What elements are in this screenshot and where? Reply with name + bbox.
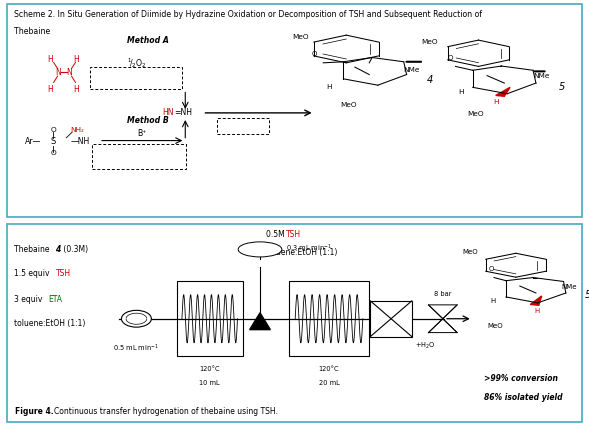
Text: −N₂: −N₂ [235,121,250,131]
Text: Ar—: Ar— [25,137,42,146]
Text: H: H [326,84,332,90]
Text: Method A: Method A [127,36,169,45]
Text: (0.3M): (0.3M) [61,245,88,254]
Text: NMe: NMe [562,284,577,290]
Text: MeO: MeO [340,102,357,109]
Text: H: H [47,85,53,94]
Text: 0.3 mL min$^{-1}$: 0.3 mL min$^{-1}$ [286,243,332,254]
Text: $^{1}\!/_{\!2}$O$_2$: $^{1}\!/_{\!2}$O$_2$ [127,56,146,70]
Polygon shape [530,296,542,305]
Text: O: O [489,266,494,272]
Text: Scheme 2. In Situ Generation of Diimide by Hydrazine Oxidation or Decomposition : Scheme 2. In Situ Generation of Diimide … [14,10,482,19]
Text: MeO: MeO [463,249,478,255]
Text: −ArSO₂⁻: −ArSO₂⁻ [123,156,156,165]
Text: TSH: TSH [286,230,301,239]
Text: toluene:EtOH (1:1): toluene:EtOH (1:1) [266,248,337,257]
Text: +H$_2$O: +H$_2$O [415,340,435,351]
Text: 3 equiv: 3 equiv [14,295,45,304]
Text: O: O [50,150,56,156]
Bar [289,281,369,357]
Text: MeO: MeO [422,38,438,45]
Text: S: S [51,137,56,146]
Text: 20 mL: 20 mL [319,380,339,386]
Text: 120°C: 120°C [319,366,339,372]
Text: 8 bar: 8 bar [434,291,452,297]
Bar [177,281,243,357]
Text: 5: 5 [559,82,565,92]
Text: N: N [67,68,72,77]
Text: Thebaine: Thebaine [14,26,50,36]
Bar [217,118,269,134]
Text: 120°C: 120°C [200,366,220,372]
Text: TSH: TSH [56,269,71,278]
Text: ETA: ETA [48,295,62,304]
Text: H: H [73,85,79,94]
Polygon shape [250,313,270,330]
Text: O: O [312,51,317,58]
Text: Method B: Method B [127,116,169,125]
Text: HN: HN [163,108,174,118]
Text: 1.5 equiv: 1.5 equiv [14,269,52,278]
Text: MeO: MeO [487,322,502,329]
Polygon shape [496,87,510,96]
Text: H: H [534,308,540,314]
Text: MeO: MeO [467,111,484,117]
Text: −BH: −BH [131,146,148,155]
Ellipse shape [121,310,151,327]
Text: B⁺: B⁺ [137,129,147,138]
Text: −H₂O: −H₂O [125,74,147,83]
Text: H: H [459,89,464,95]
Circle shape [238,242,282,257]
Text: N: N [55,68,61,77]
Text: Figure 4.: Figure 4. [15,407,54,416]
Text: =NH: =NH [174,108,192,118]
Text: H: H [47,55,53,64]
Text: NMe: NMe [533,72,550,79]
Text: —NH: —NH [70,137,90,146]
Text: H: H [493,99,498,105]
Text: NH₂: NH₂ [70,127,84,133]
Bar [92,144,186,169]
Text: 86% isolated yield: 86% isolated yield [484,394,563,403]
Text: 0.5 mL min$^{-1}$: 0.5 mL min$^{-1}$ [114,343,160,354]
Text: H: H [491,298,496,304]
Bar [370,301,412,337]
Bar [91,67,183,89]
Text: O: O [50,127,56,133]
Text: Thebaine: Thebaine [14,245,52,254]
Text: 10 mL: 10 mL [200,380,220,386]
Text: 4: 4 [55,245,60,254]
Text: 0.5M: 0.5M [266,230,287,239]
Text: O: O [448,55,454,60]
Text: H: H [73,55,79,64]
Text: NMe: NMe [403,67,420,73]
Text: toluene:EtOH (1:1): toluene:EtOH (1:1) [14,319,85,328]
Text: MeO: MeO [292,34,309,40]
Text: Continuous transfer hydrogenation of thebaine using TSH.: Continuous transfer hydrogenation of the… [54,407,278,416]
Text: 4: 4 [426,75,433,85]
Text: >99% conversion: >99% conversion [484,374,558,383]
Text: 5: 5 [585,290,589,300]
